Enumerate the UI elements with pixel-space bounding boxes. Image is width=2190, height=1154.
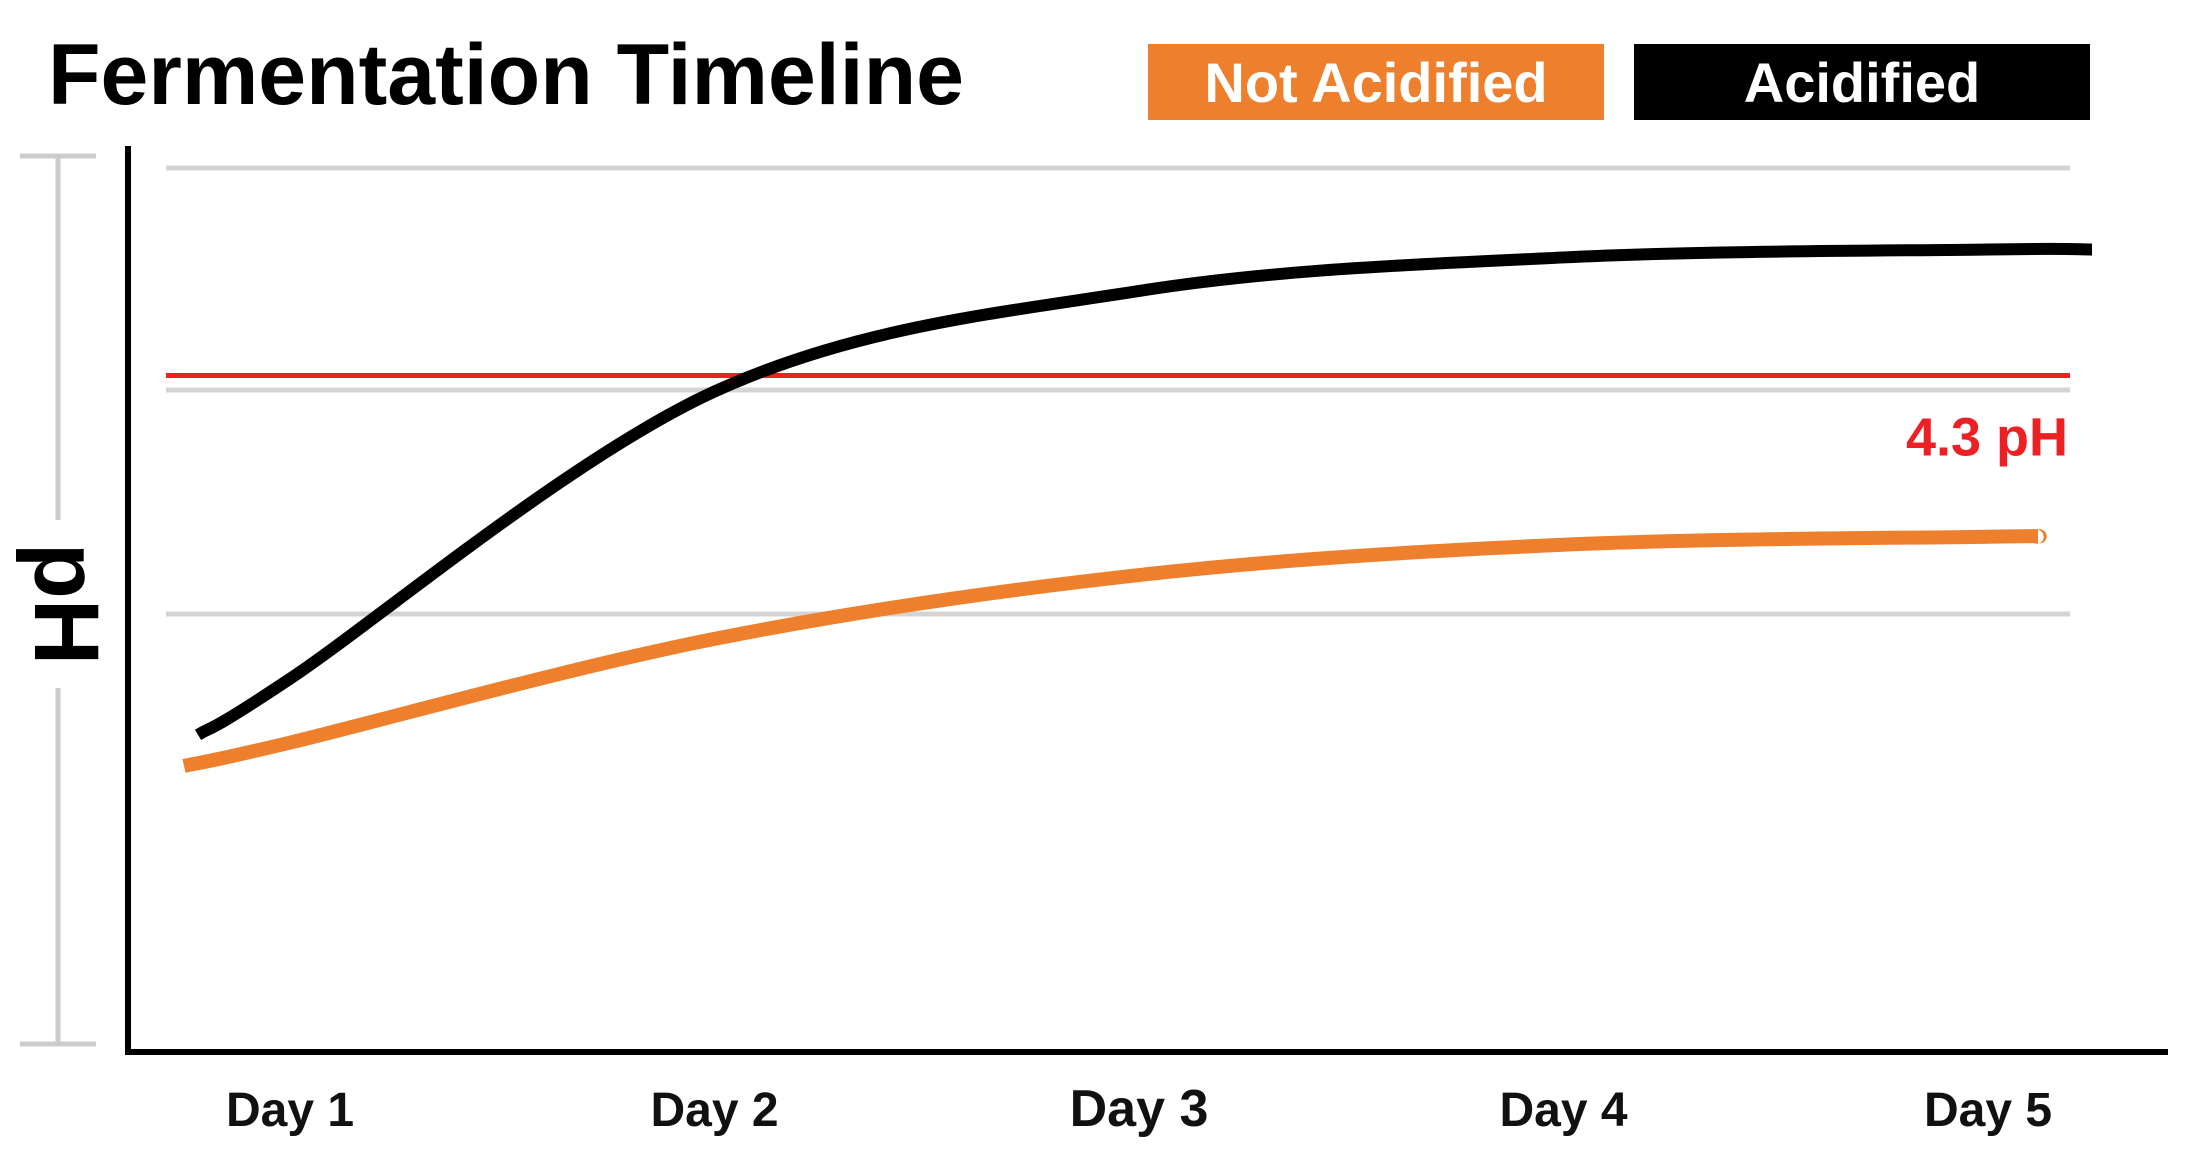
x-tick-labels: Day 1 Day 2 Day 3 Day 4 Day 5 xyxy=(226,1080,2052,1138)
legend-swatch-acidified xyxy=(1634,44,2090,120)
y-axis-bracket xyxy=(20,153,96,1047)
legend-swatch-not-acidified xyxy=(1148,44,1604,120)
axes xyxy=(125,146,2168,1055)
chart-title: Fermentation Timeline xyxy=(48,27,964,123)
x-tick-label: Day 5 xyxy=(1924,1084,2052,1137)
legend-label-acidified: Acidified xyxy=(1744,51,1980,114)
x-tick-label: Day 2 xyxy=(650,1084,778,1137)
legend: Not Acidified Acidified xyxy=(1148,44,2090,120)
gridlines xyxy=(166,165,2070,617)
threshold-label: 4.3 pH xyxy=(1906,408,2068,468)
x-tick-label: Day 3 xyxy=(1070,1080,1209,1138)
y-axis-label: pH xyxy=(15,543,117,666)
x-tick-label: Day 1 xyxy=(226,1084,354,1137)
series-line-not-acidified xyxy=(182,529,2047,773)
x-tick-label: Day 4 xyxy=(1499,1084,1627,1137)
series-line-acidified xyxy=(194,242,2093,740)
legend-label-not-acidified: Not Acidified xyxy=(1204,51,1547,114)
